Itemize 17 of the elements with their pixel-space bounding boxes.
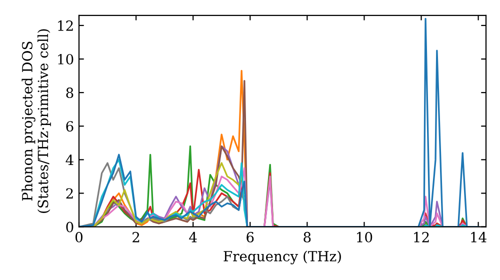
x-tick-label: 2 [132,232,140,242]
x-tick-label: 10 [357,232,372,242]
x-tick-label: 4 [189,232,197,242]
x-tick-label: 12 [414,232,429,242]
y-tick-label: 4 [66,154,74,165]
y-tick-label: 2 [66,188,73,199]
y-tick-label: 8 [66,88,74,98]
y-tick-label: 10 [58,54,74,64]
x-tick-label: 0 [75,232,82,242]
y-tick-label: 0 [66,222,74,232]
x-tick-label: 14 [471,232,486,242]
x-axis-title: Frequency (THz) [224,250,341,264]
y-axis-title: Phonon projected DOS (States/THz·primitive cell) [22,29,51,213]
y-tick-label: 6 [66,121,74,132]
x-tick-label: 8 [304,232,311,242]
x-tick-label: 6 [246,232,254,242]
y-tick-label: 12 [58,20,73,31]
